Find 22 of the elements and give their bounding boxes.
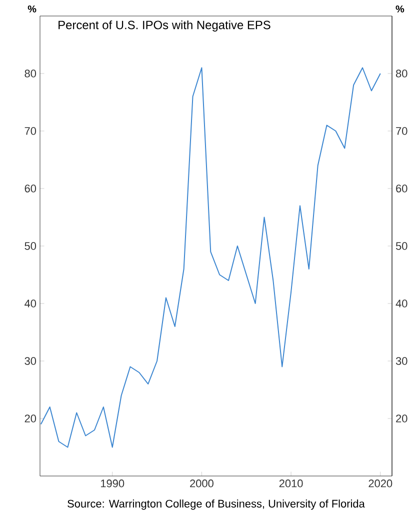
y2-tick-label: 70	[396, 127, 408, 135]
source-note: Source: Warrington College of Business, University of Florida	[68, 500, 365, 510]
y-tick-label: 60	[24, 184, 36, 192]
y2-axis-title: %	[396, 5, 404, 12]
y2-tick-label: 20	[396, 414, 408, 422]
y2-tick-label: 50	[396, 242, 408, 250]
y2-tick-label: 80	[396, 70, 408, 78]
y2-tick-label: 30	[396, 357, 408, 365]
chart-title: Percent of U.S. IPOs with Negative EPS	[58, 20, 270, 32]
y-axis-title: %	[28, 5, 36, 12]
x-tick-label: 1990	[101, 480, 124, 488]
y-tick-label: 50	[24, 242, 36, 250]
y2-tick-label: 60	[396, 184, 408, 192]
x-tick-label: 2010	[279, 480, 303, 488]
y-tick-label: 80	[24, 70, 36, 78]
x-tick-label: 2000	[190, 480, 214, 488]
y-tick-label: 70	[24, 127, 36, 135]
y2-tick-label: 40	[396, 300, 408, 308]
y-tick-label: 30	[24, 357, 36, 365]
x-tick-label: 2020	[368, 480, 392, 488]
y-tick-label: 20	[24, 414, 36, 422]
y-tick-label: 40	[24, 300, 36, 308]
